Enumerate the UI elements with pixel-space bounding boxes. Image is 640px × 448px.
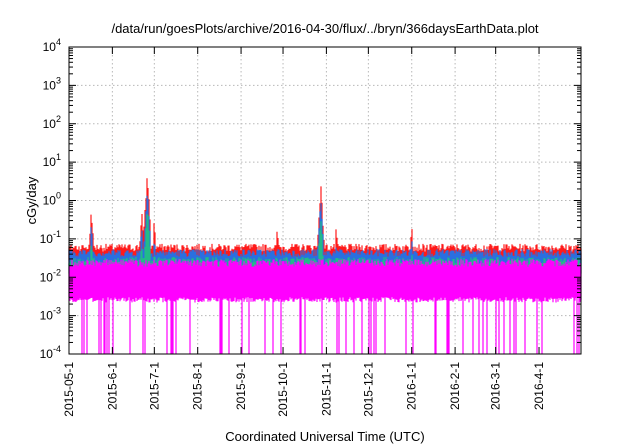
y-tick-label: 101 [43, 152, 61, 169]
y-axis-label: cGy/day [24, 176, 39, 224]
y-tick-label: 103 [43, 75, 61, 92]
x-tick-label: 2015-05-1 [62, 362, 76, 417]
x-tick-label: 2016-3-1 [489, 362, 503, 410]
y-tick-label: 10-3 [40, 306, 61, 323]
y-tick-exponent: 1 [56, 152, 61, 162]
x-tick-label: 2015-10-1 [276, 362, 290, 417]
y-tick-exponent: -2 [53, 267, 61, 277]
x-tick-label: 2016-1-1 [405, 362, 419, 410]
y-tick-exponent: 4 [56, 37, 61, 47]
y-tick-label: 10-4 [40, 344, 61, 361]
series-4-trace [68, 259, 582, 354]
x-axis-ticks: 2015-05-1 2015-6-1 2015-7-1 2015-8-1 2015-9-… [62, 47, 546, 417]
chart-title: /data/run/goesPlots/archive/2016-04-30/f… [111, 21, 538, 36]
y-tick-label: 10-2 [40, 267, 61, 284]
x-tick-label: 2015-12-1 [361, 362, 375, 417]
x-tick-label: 2015-7-1 [147, 362, 161, 410]
y-tick-exponent: 0 [56, 191, 61, 201]
y-tick-exponent: -3 [53, 306, 61, 316]
data-layer [68, 178, 582, 354]
x-tick-label: 2015-6-1 [105, 362, 119, 410]
y-tick-exponent: -1 [53, 229, 61, 239]
y-tick-label: 102 [43, 114, 61, 131]
x-tick-label: 2016-4-1 [532, 362, 546, 410]
y-tick-label: 104 [43, 37, 61, 54]
x-axis-label: Coordinated Universal Time (UTC) [225, 429, 424, 444]
x-tick-label: 2016-2-1 [448, 362, 462, 410]
y-tick-exponent: -4 [53, 344, 61, 354]
x-tick-label: 2015-11-1 [319, 362, 333, 416]
y-tick-exponent: 3 [56, 75, 61, 85]
x-tick-label: 2015-8-1 [191, 362, 205, 410]
x-tick-label: 2015-9-1 [234, 362, 248, 410]
y-tick-label: 100 [43, 191, 61, 208]
y-tick-exponent: 2 [56, 114, 61, 124]
y-tick-label: 10-1 [40, 229, 61, 246]
